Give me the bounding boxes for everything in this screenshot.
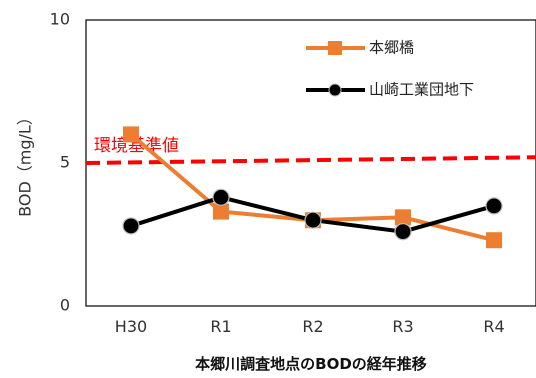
data-point-square [486,232,502,249]
y-axis-label: BOD（mg/L） [16,109,35,217]
x-axis-ticks: H30 R1 R2 R3 R4 [115,317,505,336]
x-tick-label: R2 [302,317,323,336]
y-axis-ticks: 0 5 10 [50,10,70,315]
data-point-circle [485,197,503,215]
x-tick-label: R4 [483,317,504,336]
x-tick-label: H30 [115,317,147,336]
x-tick-label: R1 [210,317,231,336]
legend-label: 山崎工業団地下 [369,81,474,99]
series-group [122,126,503,249]
y-tick-label: 0 [60,296,70,315]
data-point-circle [122,217,140,235]
data-point-square [213,203,229,220]
reference-line-group: 環境基準値 [85,136,536,165]
data-point-circle [394,223,412,241]
x-tick-label: R3 [392,317,413,336]
chart-caption: 本郷川調査地点のBODの経年推移 [195,355,427,373]
data-point-square [395,209,411,226]
legend-label: 本郷橋 [369,39,414,57]
data-point-square [123,126,139,143]
y-tick-label: 5 [60,153,70,172]
y-tick-label: 10 [50,10,70,29]
reference-line [85,155,536,165]
legend-swatch-circle [328,83,342,97]
legend-swatch-square [328,41,342,55]
data-point-circle [304,211,322,229]
reference-line-label: 環境基準値 [94,136,179,156]
data-point-circle [212,188,230,206]
